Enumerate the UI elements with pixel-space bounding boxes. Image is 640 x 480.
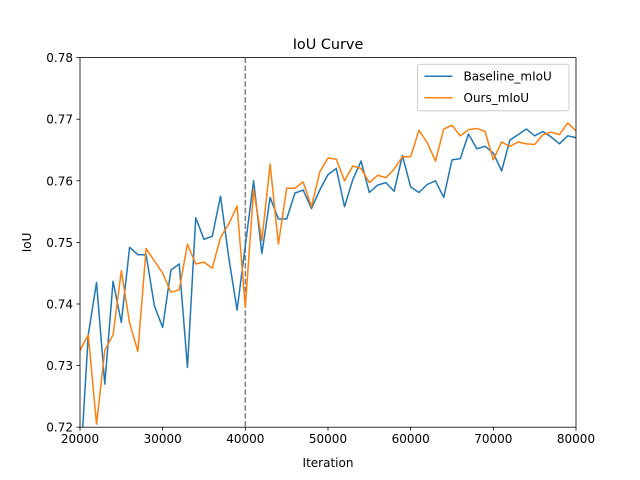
legend-box [417,63,570,112]
x-tick-label: 20000 [61,432,99,446]
x-axis-label: Iteration [303,456,354,470]
chart-title: IoU Curve [293,37,364,53]
plot-area [80,57,576,428]
y-tick-label: 0.74 [46,298,73,312]
y-tick-label: 0.77 [46,113,73,127]
y-tick-label: 0.75 [46,236,73,250]
y-tick-label: 0.78 [46,51,73,65]
axis-ticks: 20000 30000 40000 50000 60000 70000 80000 0.72 0… [46,51,595,446]
x-tick-label: 50000 [309,432,347,446]
y-axis-label: IoU [20,233,34,253]
plot-frame [79,57,577,428]
x-tick-label: 30000 [144,432,182,446]
legend-entry-label: Ours_mIoU [464,91,530,105]
y-tick-label: 0.72 [46,421,73,435]
y-tick-label: 0.76 [46,174,73,188]
series-line-1 [80,122,576,425]
legend: Baseline_mIoU Ours_mIoU [417,63,570,112]
x-tick-label: 60000 [392,432,430,446]
legend-entry-label: Baseline_mIoU [464,70,552,84]
x-tick-label: 40000 [226,432,264,446]
x-tick-label: 80000 [557,432,595,446]
series-line-0 [82,128,576,428]
x-tick-label: 70000 [474,432,512,446]
y-tick-label: 0.73 [46,359,73,373]
